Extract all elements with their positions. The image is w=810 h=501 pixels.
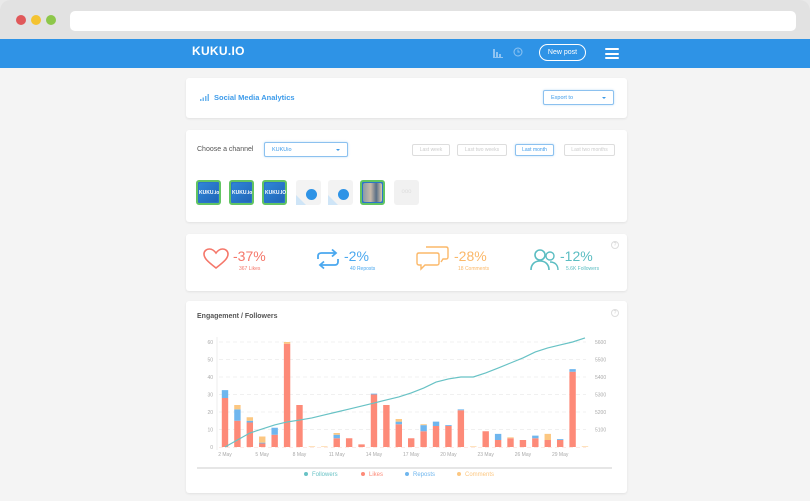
- account-avatar: KUKU.io: [232, 183, 252, 202]
- svg-text:8 May: 8 May: [293, 452, 307, 458]
- legend-likes[interactable]: Likes: [361, 472, 383, 478]
- period-last-two-months-button[interactable]: Last two months: [564, 144, 615, 156]
- help-icon[interactable]: ?: [611, 309, 619, 317]
- reposts-count: 40 Reposts: [350, 266, 376, 272]
- svg-text:30: 30: [207, 392, 213, 398]
- kuku-logo[interactable]: KUKU.IO: [192, 44, 245, 58]
- svg-text:2 May: 2 May: [218, 452, 232, 458]
- svg-text:17 May: 17 May: [403, 452, 420, 458]
- analytics-header-card: Social Media Analytics Export to: [186, 78, 627, 118]
- svg-text:5100: 5100: [595, 427, 606, 433]
- period-last-two-weeks-button[interactable]: Last two weeks: [457, 144, 507, 156]
- svg-text:50: 50: [207, 357, 213, 363]
- svg-text:5200: 5200: [595, 410, 606, 416]
- account-twitter-kuku[interactable]: KUKU.io: [196, 180, 221, 205]
- engagement-chart: 0 10 20 30 40 50 60 5100 5200 5300 5400 5500 5600 2 M…: [197, 337, 612, 469]
- account-facebook-kuku[interactable]: KUKU.io: [229, 180, 254, 205]
- svg-text:20: 20: [207, 410, 213, 416]
- svg-text:11 May: 11 May: [329, 452, 346, 458]
- hamburger-menu-icon[interactable]: [605, 48, 619, 59]
- legend-label: Likes: [369, 472, 384, 478]
- stat-followers: -12% 5.6K Followers: [530, 248, 599, 277]
- svg-text:26 May: 26 May: [515, 452, 532, 458]
- pencil-icon: [338, 189, 349, 200]
- followers-count: 5.6K Followers: [566, 266, 600, 272]
- analytics-icon[interactable]: [493, 47, 503, 58]
- reposts-change: -2%: [344, 248, 369, 264]
- svg-text:14 May: 14 May: [366, 452, 383, 458]
- logo-text: KUKU.IO: [192, 44, 245, 58]
- comments-change: -28%: [454, 248, 487, 264]
- top-navbar: KUKU.IO New post: [0, 39, 810, 68]
- chart-title: Engagement / Followers: [197, 313, 278, 320]
- export-dropdown-value: Export to: [551, 95, 574, 101]
- network-badge-icon: [296, 195, 306, 205]
- comments-count: 18 Comments: [458, 266, 490, 272]
- svg-text:23 May: 23 May: [477, 452, 494, 458]
- account-vk-kuku[interactable]: KUKU.IO: [262, 180, 287, 205]
- followers-icon: [530, 249, 559, 271]
- svg-text:5500: 5500: [595, 357, 606, 363]
- new-post-button[interactable]: New post: [539, 44, 586, 61]
- likes-count: 367 Likes: [239, 266, 261, 272]
- channel-dropdown-value: KUKUio: [272, 147, 292, 153]
- legend-label: Followers: [312, 472, 338, 478]
- svg-text:5400: 5400: [595, 375, 606, 381]
- channel-label: Choose a channel: [197, 146, 254, 153]
- svg-text:5600: 5600: [595, 340, 606, 346]
- pencil-icon: [306, 189, 317, 200]
- svg-text:40: 40: [207, 375, 213, 381]
- followers-change: -12%: [560, 248, 593, 264]
- account-avatar: KUKU.io: [199, 183, 219, 202]
- close-window-button[interactable]: [16, 15, 26, 25]
- bar-chart-icon: [200, 94, 209, 101]
- page-title: Social Media Analytics: [214, 93, 295, 102]
- stats-card: ? -37% 367 Likes -2% 40 Reposts -28% 18 …: [186, 234, 627, 291]
- svg-text:5 May: 5 May: [255, 452, 269, 458]
- stat-likes: -37% 367 Likes: [203, 248, 266, 275]
- account-photo: [363, 183, 382, 202]
- svg-text:0: 0: [210, 445, 213, 451]
- stat-reposts: -2% 40 Reposts: [314, 248, 375, 275]
- legend-dot: [457, 472, 461, 477]
- help-icon[interactable]: ?: [611, 241, 619, 249]
- chevron-down-icon: [602, 97, 606, 99]
- legend-reposts[interactable]: Reposts: [405, 472, 435, 478]
- svg-text:20 May: 20 May: [440, 452, 457, 458]
- legend-dot: [304, 472, 308, 477]
- engagement-chart-card: Engagement / Followers ? 0 10 20 30 40 50 60 51…: [186, 301, 627, 493]
- legend-label: Reposts: [413, 472, 436, 478]
- browser-titlebar: [0, 0, 810, 39]
- export-dropdown[interactable]: Export to: [543, 90, 614, 105]
- legend-dot: [361, 472, 365, 477]
- repost-icon: [317, 248, 339, 270]
- maximize-window-button[interactable]: [46, 15, 56, 25]
- comments-icon: [416, 246, 449, 271]
- account-instagram[interactable]: [360, 180, 385, 205]
- legend-dot: [405, 472, 409, 477]
- likes-change: -37%: [233, 248, 266, 264]
- channel-dropdown[interactable]: KUKUio: [264, 142, 348, 157]
- channel-card: Choose a channel KUKUio Last week Last t…: [186, 130, 627, 222]
- address-bar[interactable]: [70, 11, 796, 31]
- svg-text:60: 60: [207, 340, 213, 346]
- legend-label: Comments: [465, 472, 495, 478]
- legend-comments[interactable]: Comments: [457, 472, 494, 478]
- svg-text:29 May: 29 May: [552, 452, 569, 458]
- chevron-down-icon: [336, 149, 340, 151]
- svg-text:5300: 5300: [595, 392, 606, 398]
- account-avatar: KUKU.IO: [265, 183, 286, 202]
- svg-text:10: 10: [207, 427, 213, 433]
- clock-icon[interactable]: [513, 47, 523, 57]
- period-last-week-button[interactable]: Last week: [412, 144, 450, 156]
- account-pinterest-1[interactable]: [296, 180, 321, 205]
- legend-followers[interactable]: Followers: [304, 472, 338, 478]
- more-accounts-button[interactable]: ooo: [394, 180, 419, 205]
- minimize-window-button[interactable]: [31, 15, 41, 25]
- network-badge-icon: [328, 195, 338, 205]
- heart-icon: [203, 248, 229, 270]
- account-pinterest-2[interactable]: [328, 180, 353, 205]
- period-last-month-button[interactable]: Last month: [515, 144, 554, 156]
